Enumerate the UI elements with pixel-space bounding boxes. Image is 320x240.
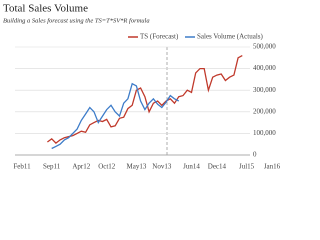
y-tick-label: 100,000	[253, 129, 276, 137]
y-tick-label: 300,000	[253, 86, 276, 94]
y-tick-label: 500,000	[253, 43, 276, 51]
x-tick-label: Sep11	[43, 163, 61, 171]
x-tick-label: Nov13	[152, 163, 172, 171]
chart: Total Sales Volume Building a Sales fore…	[3, 3, 281, 171]
x-tick-label: Oct12	[98, 163, 116, 171]
series-line	[51, 82, 180, 150]
x-tick-label: Jul15	[239, 163, 255, 171]
y-tick-label: 200,000	[253, 107, 276, 115]
x-tick-label: Feb11	[13, 163, 31, 171]
x-tick-label: Dec14	[208, 163, 227, 171]
y-tick-label: 400,000	[253, 64, 276, 72]
x-tick-label: Jan16	[264, 163, 281, 171]
x-tick-label: Apr12	[72, 163, 90, 171]
y-tick-label: 0	[253, 151, 257, 159]
legend-label: Sales Volume (Actuals)	[197, 33, 264, 41]
chart-subtitle: Building a Sales forecast using the TS=T…	[3, 17, 150, 24]
series-line	[47, 55, 243, 144]
chart-title: Total Sales Volume	[3, 3, 88, 15]
x-tick-label: Jun14	[183, 163, 200, 171]
x-tick-label: May13	[126, 163, 146, 171]
legend-label: TS (Forecast)	[140, 33, 179, 41]
